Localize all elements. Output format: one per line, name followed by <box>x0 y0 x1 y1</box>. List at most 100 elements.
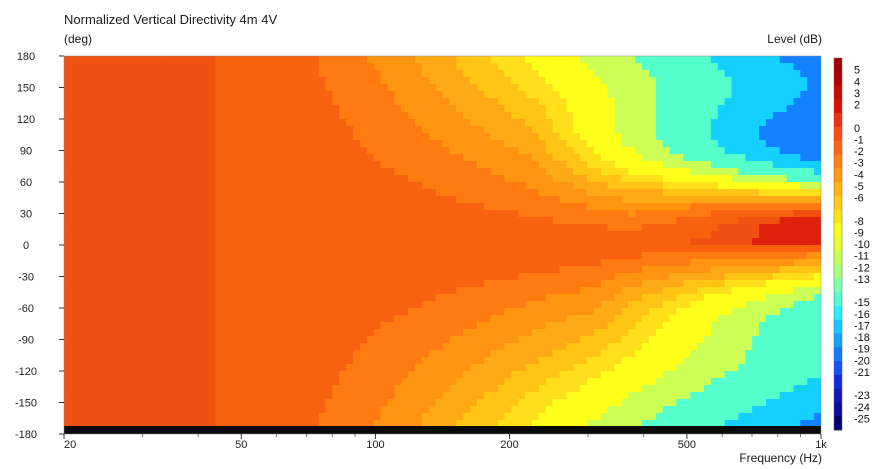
heatmap-cell <box>194 357 203 365</box>
heatmap-cell <box>525 77 533 85</box>
heatmap-cell <box>91 112 100 120</box>
heatmap-cell <box>194 224 203 232</box>
heatmap-cell <box>98 413 106 421</box>
heatmap-cell <box>332 189 340 197</box>
heatmap-cell <box>373 357 382 365</box>
heatmap-cell <box>325 420 333 428</box>
heatmap-cell <box>683 133 691 141</box>
heatmap-cell <box>339 231 347 239</box>
heatmap-cell <box>518 378 526 386</box>
heatmap-cell <box>408 147 416 155</box>
heatmap-cell <box>318 196 327 204</box>
heatmap-cell <box>304 63 313 71</box>
heatmap-cell <box>414 147 423 155</box>
heatmap-cell <box>525 336 533 344</box>
heatmap-cell <box>531 203 540 211</box>
heatmap-cell <box>476 189 485 197</box>
heatmap-cell <box>304 294 313 302</box>
heatmap-cell <box>573 105 581 113</box>
heatmap-cell <box>421 112 430 120</box>
heatmap-cell <box>153 308 161 316</box>
heatmap-cell <box>600 231 609 239</box>
heatmap-cell <box>187 133 196 141</box>
heatmap-cell <box>518 406 526 414</box>
heatmap-cell <box>187 112 196 120</box>
heatmap-cell <box>580 91 588 99</box>
heatmap-cell <box>64 217 72 225</box>
heatmap-cell <box>593 140 602 148</box>
heatmap-cell <box>525 84 533 92</box>
heatmap-cell <box>180 329 189 337</box>
heatmap-cell <box>236 406 244 414</box>
heatmap-cell <box>497 189 506 197</box>
heatmap-cell <box>566 196 574 204</box>
heatmap-cell <box>538 280 547 288</box>
heatmap-cell <box>346 413 354 421</box>
heatmap-cell <box>442 238 450 246</box>
heatmap-cell <box>277 329 285 337</box>
heatmap-cell <box>456 168 464 176</box>
heatmap-cell <box>463 133 471 141</box>
heatmap-cell <box>256 420 265 428</box>
heatmap-cell <box>112 259 120 267</box>
heatmap-cell <box>64 238 72 246</box>
heatmap-cell <box>414 189 423 197</box>
heatmap-cell <box>435 161 444 169</box>
heatmap-cell <box>600 210 609 218</box>
heatmap-cell <box>263 140 272 148</box>
heatmap-cell <box>635 154 643 162</box>
heatmap-cell <box>373 294 382 302</box>
heatmap-cell <box>70 378 79 386</box>
heatmap-cell <box>669 420 678 428</box>
heatmap-cell <box>105 322 113 330</box>
heatmap-cell <box>194 399 203 407</box>
heatmap-cell <box>304 420 313 428</box>
heatmap-cell <box>332 357 340 365</box>
heatmap-cell <box>194 301 203 309</box>
heatmap-cell <box>442 364 450 372</box>
heatmap-cell <box>456 378 464 386</box>
heatmap-cell <box>552 301 561 309</box>
heatmap-cell <box>98 126 106 134</box>
heatmap-cell <box>414 119 423 127</box>
heatmap-cell <box>614 112 623 120</box>
heatmap-cell <box>545 98 554 106</box>
heatmap-cell <box>456 245 464 253</box>
heatmap-cell <box>600 217 609 225</box>
heatmap-cell <box>373 385 382 393</box>
heatmap-cell <box>408 420 416 428</box>
heatmap-cell <box>697 147 705 155</box>
heatmap-cell <box>304 84 313 92</box>
heatmap-cell <box>291 147 299 155</box>
heatmap-cell <box>580 217 588 225</box>
heatmap-cell <box>373 224 382 232</box>
heatmap-cell <box>401 105 409 113</box>
heatmap-cell <box>112 196 120 204</box>
heatmap-cell <box>70 245 79 253</box>
heatmap-cell <box>318 413 327 421</box>
heatmap-cell <box>153 336 161 344</box>
heatmap-cell <box>132 133 141 141</box>
heatmap-cell <box>483 56 492 64</box>
heatmap-cell <box>353 217 361 225</box>
heatmap-cell <box>476 336 485 344</box>
heatmap-cell <box>70 182 79 190</box>
heatmap-cell <box>167 406 175 414</box>
heatmap-cell <box>373 308 382 316</box>
heatmap-cell <box>84 357 93 365</box>
heatmap-cell <box>545 287 554 295</box>
heatmap-cell <box>105 119 113 127</box>
heatmap-cell <box>346 406 354 414</box>
heatmap-cell <box>311 119 320 127</box>
heatmap-cell <box>538 266 547 274</box>
heatmap-cell <box>545 105 554 113</box>
heatmap-cell <box>332 217 340 225</box>
heatmap-cell <box>208 399 216 407</box>
heatmap-cell <box>490 70 499 78</box>
heatmap-cell <box>277 385 285 393</box>
heatmap-cell <box>401 147 409 155</box>
heatmap-cell <box>414 315 423 323</box>
heatmap-cell <box>545 189 554 197</box>
heatmap-cell <box>676 315 684 323</box>
heatmap-cell <box>559 210 567 218</box>
